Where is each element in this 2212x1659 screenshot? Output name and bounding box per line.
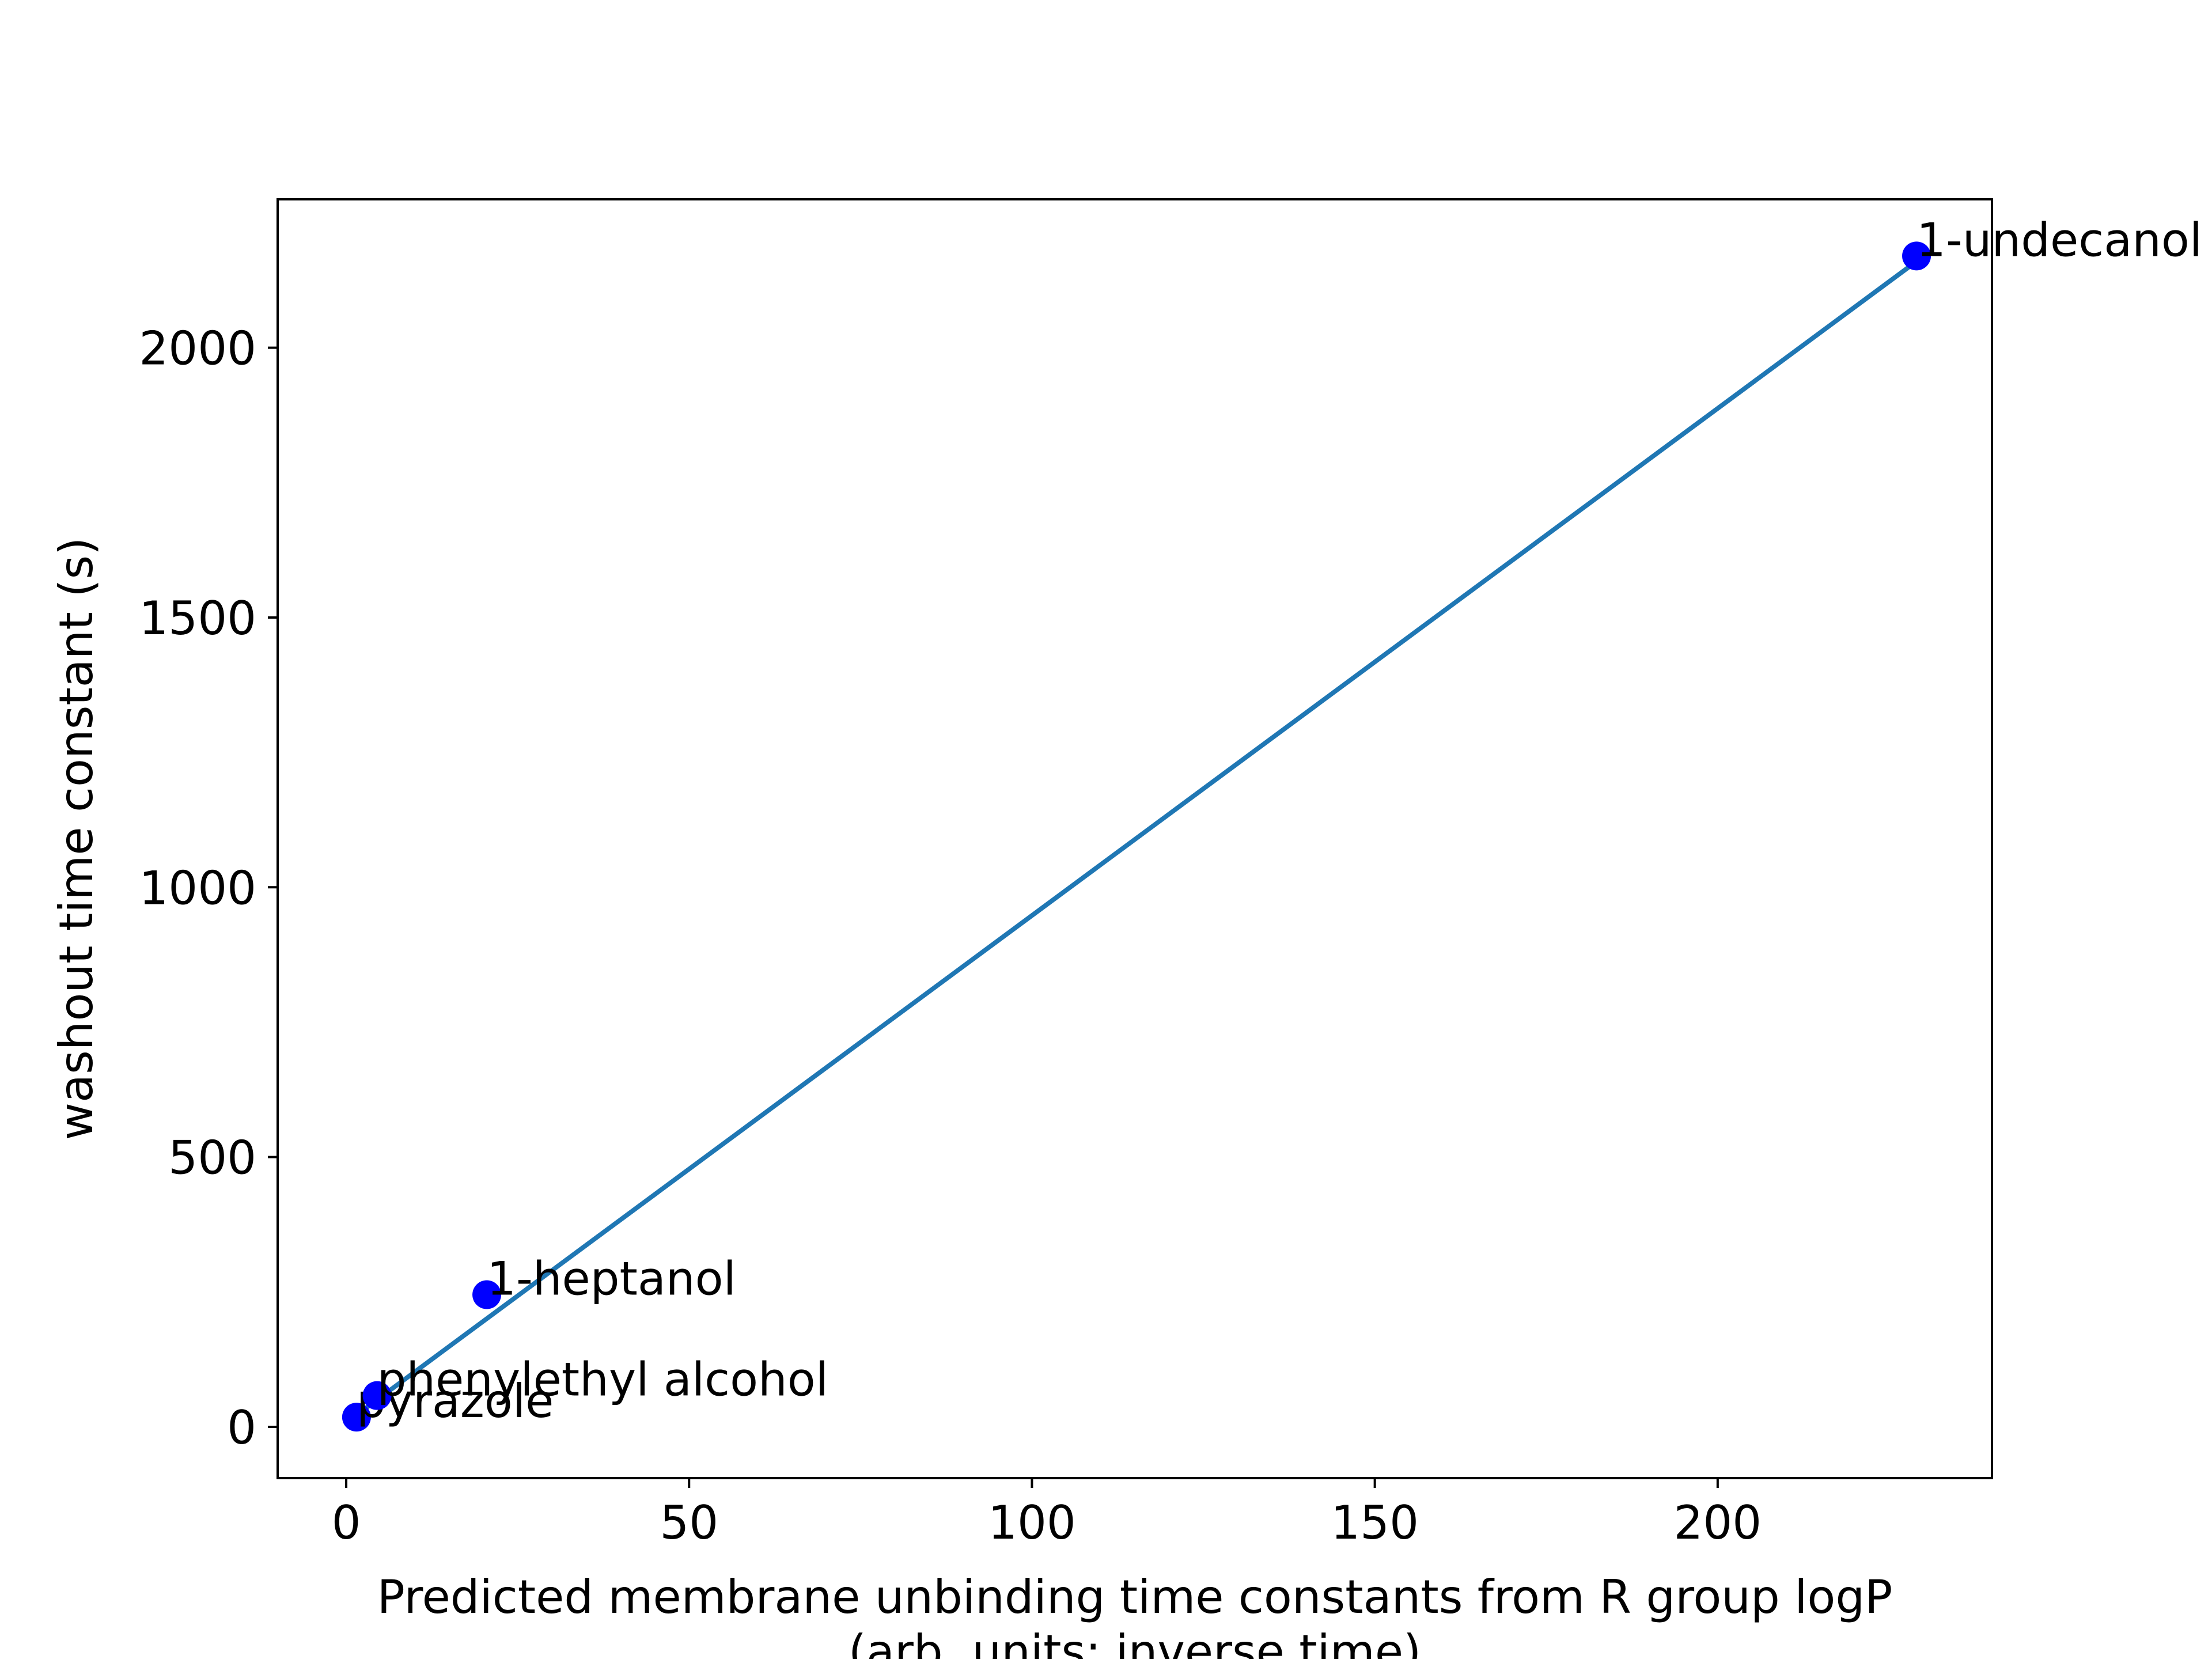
x-axis-label-line-1: Predicted membrane unbinding time consta… [377,1570,1893,1624]
axes-frame [276,198,1993,1479]
y-tick-label: 500 [168,1131,256,1185]
x-axis-label-line-2: (arb. units; inverse time) [849,1625,1422,1659]
data-point [1902,241,1931,271]
x-tick-label: 50 [660,1496,718,1550]
y-tick-label: 1500 [139,592,256,645]
data-point [342,1403,371,1432]
data-point [472,1280,502,1309]
x-tick-label: 200 [1673,1496,1762,1550]
data-point-label: 1-undecanol [1916,213,2202,267]
fit-line [353,258,1920,1418]
y-tick-label: 1000 [139,861,256,915]
y-axis-label: washout time constant (s) [50,537,103,1141]
x-tick-label: 0 [332,1496,361,1550]
x-tick-label: 100 [988,1496,1076,1550]
data-point-label: 1-heptanol [487,1252,736,1306]
x-axis-ticks: 0 50 100 150 200 [332,1478,1762,1550]
y-tick-label: 2000 [139,322,256,376]
y-axis-ticks: 0 500 1000 1500 2000 [139,322,278,1455]
x-tick-label: 150 [1331,1496,1419,1550]
y-tick-label: 0 [227,1401,256,1455]
data-point-label: phenylethyl alcohol [377,1353,828,1407]
data-point [362,1381,392,1410]
